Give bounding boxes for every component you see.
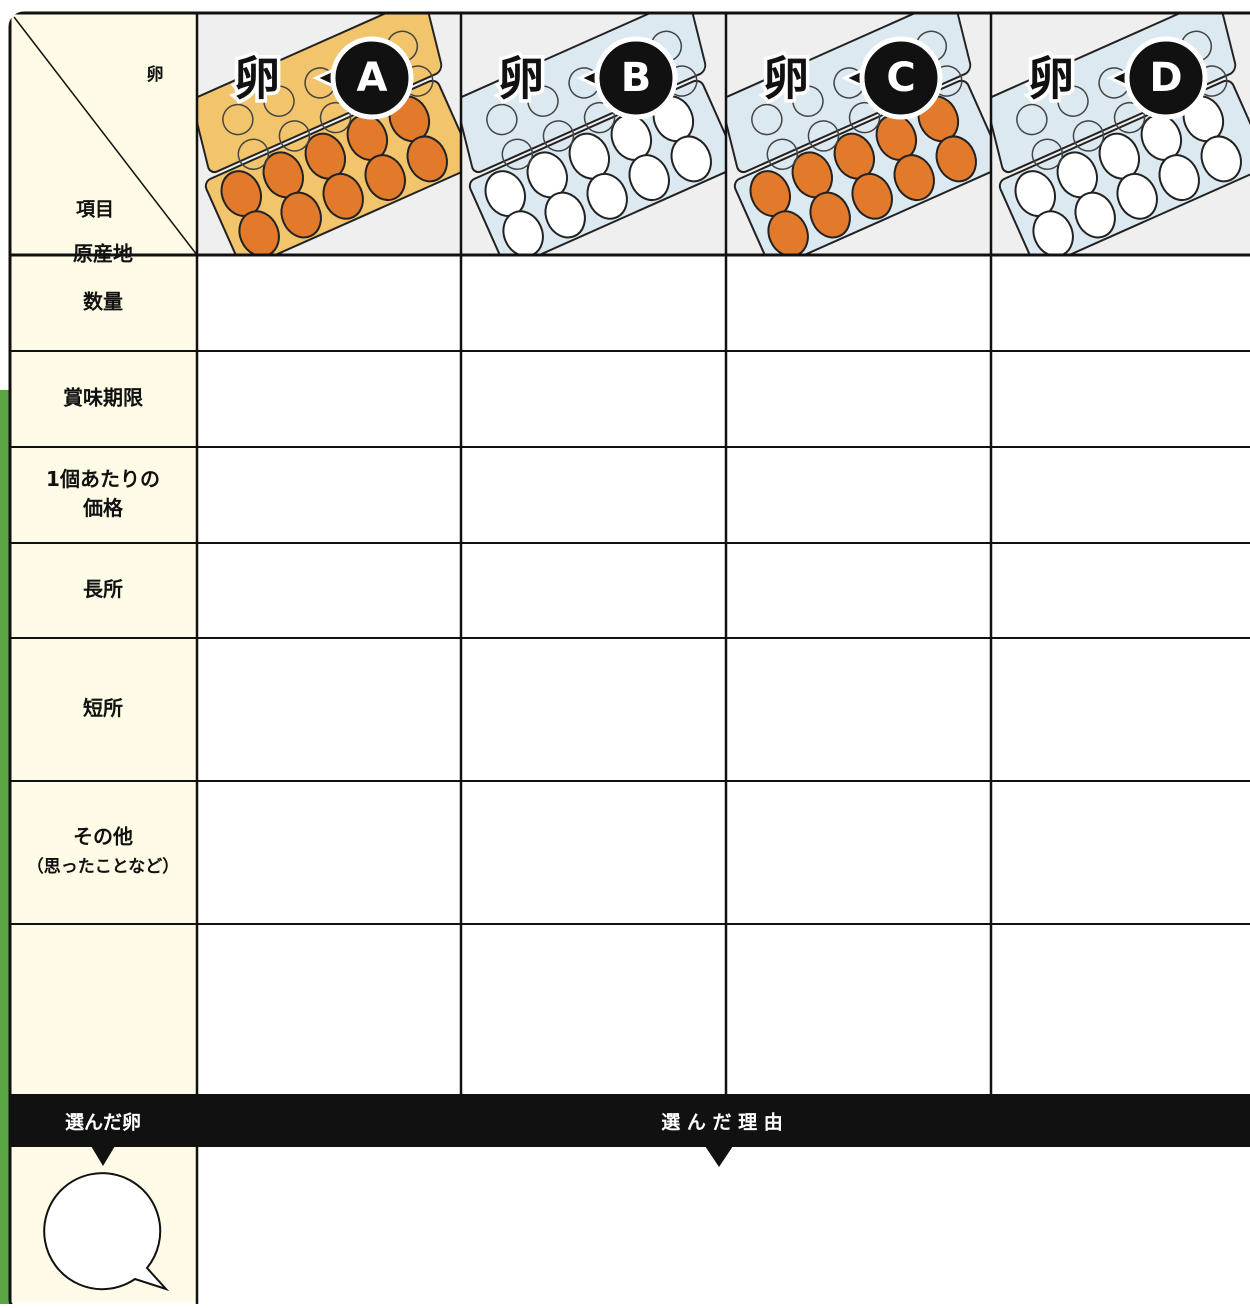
content: A卵B卵C卵D卵原産地数量賞味期限1個あたりの価格長所短所その他（思ったことなど… bbox=[10, 14, 1250, 1304]
row-label: 賞味期限 bbox=[63, 386, 143, 410]
letter-badge bbox=[330, 36, 414, 120]
column-label: 卵 bbox=[763, 52, 809, 106]
sheet-frame bbox=[8, 11, 1250, 1308]
egg bbox=[935, 135, 977, 183]
cup bbox=[766, 138, 799, 170]
cup bbox=[542, 120, 575, 152]
egg bbox=[322, 172, 364, 220]
footer-chosen: 選んだ卵 bbox=[65, 1111, 141, 1134]
corner-top: 卵 bbox=[147, 64, 164, 85]
egg bbox=[280, 191, 322, 239]
speech-bubble bbox=[43, 1172, 170, 1292]
letter-badge bbox=[859, 36, 943, 120]
column-letter: C bbox=[886, 55, 915, 101]
row-label: （思ったことなど） bbox=[27, 856, 180, 877]
row-label: 数量 bbox=[83, 290, 123, 314]
egg bbox=[893, 154, 935, 201]
cup bbox=[501, 138, 534, 170]
egg bbox=[1074, 191, 1116, 239]
cup bbox=[237, 138, 270, 170]
carton-body bbox=[991, 14, 1250, 255]
egg bbox=[544, 191, 586, 239]
cup bbox=[751, 103, 783, 136]
egg bbox=[364, 154, 406, 201]
egg bbox=[1116, 172, 1158, 220]
egg bbox=[670, 135, 712, 183]
cup bbox=[222, 103, 254, 136]
row-label: 短所 bbox=[83, 696, 123, 720]
label-column bbox=[11, 14, 197, 1303]
cup bbox=[278, 120, 311, 152]
cup bbox=[792, 85, 824, 117]
egg bbox=[851, 172, 893, 220]
corner-bottom: 項目 bbox=[76, 199, 114, 221]
egg bbox=[586, 172, 628, 220]
cup bbox=[486, 103, 518, 136]
column-letter: B bbox=[621, 55, 652, 101]
cup bbox=[1031, 138, 1064, 170]
cup bbox=[1057, 85, 1089, 117]
footer-bar bbox=[10, 1095, 1250, 1147]
row-label: 長所 bbox=[83, 577, 123, 601]
pointer bbox=[91, 1146, 115, 1166]
row-label: 1個あたりの bbox=[46, 467, 160, 491]
row-label: 価格 bbox=[82, 496, 124, 520]
column-label: 卵 bbox=[498, 52, 544, 106]
egg bbox=[628, 154, 670, 201]
egg bbox=[1200, 135, 1242, 183]
cup bbox=[1072, 120, 1105, 152]
corner-diagonal bbox=[13, 16, 198, 256]
row-label: その他 bbox=[73, 825, 133, 849]
cup bbox=[527, 85, 559, 117]
column-letter: A bbox=[357, 55, 388, 101]
egg bbox=[809, 191, 851, 239]
column-letter: D bbox=[1149, 55, 1182, 101]
cup bbox=[1016, 103, 1048, 136]
cup bbox=[263, 85, 295, 117]
egg bbox=[1158, 154, 1200, 201]
pointer bbox=[705, 1146, 733, 1167]
letter-badge bbox=[594, 36, 678, 120]
cup bbox=[807, 120, 840, 152]
letter-badge bbox=[1124, 36, 1208, 120]
footer-reason: 選 ん だ 理 由 bbox=[661, 1111, 782, 1134]
column-label: 卵 bbox=[234, 52, 280, 106]
column-label: 卵 bbox=[1028, 52, 1074, 106]
egg-carton bbox=[991, 14, 1250, 255]
egg bbox=[406, 135, 448, 183]
